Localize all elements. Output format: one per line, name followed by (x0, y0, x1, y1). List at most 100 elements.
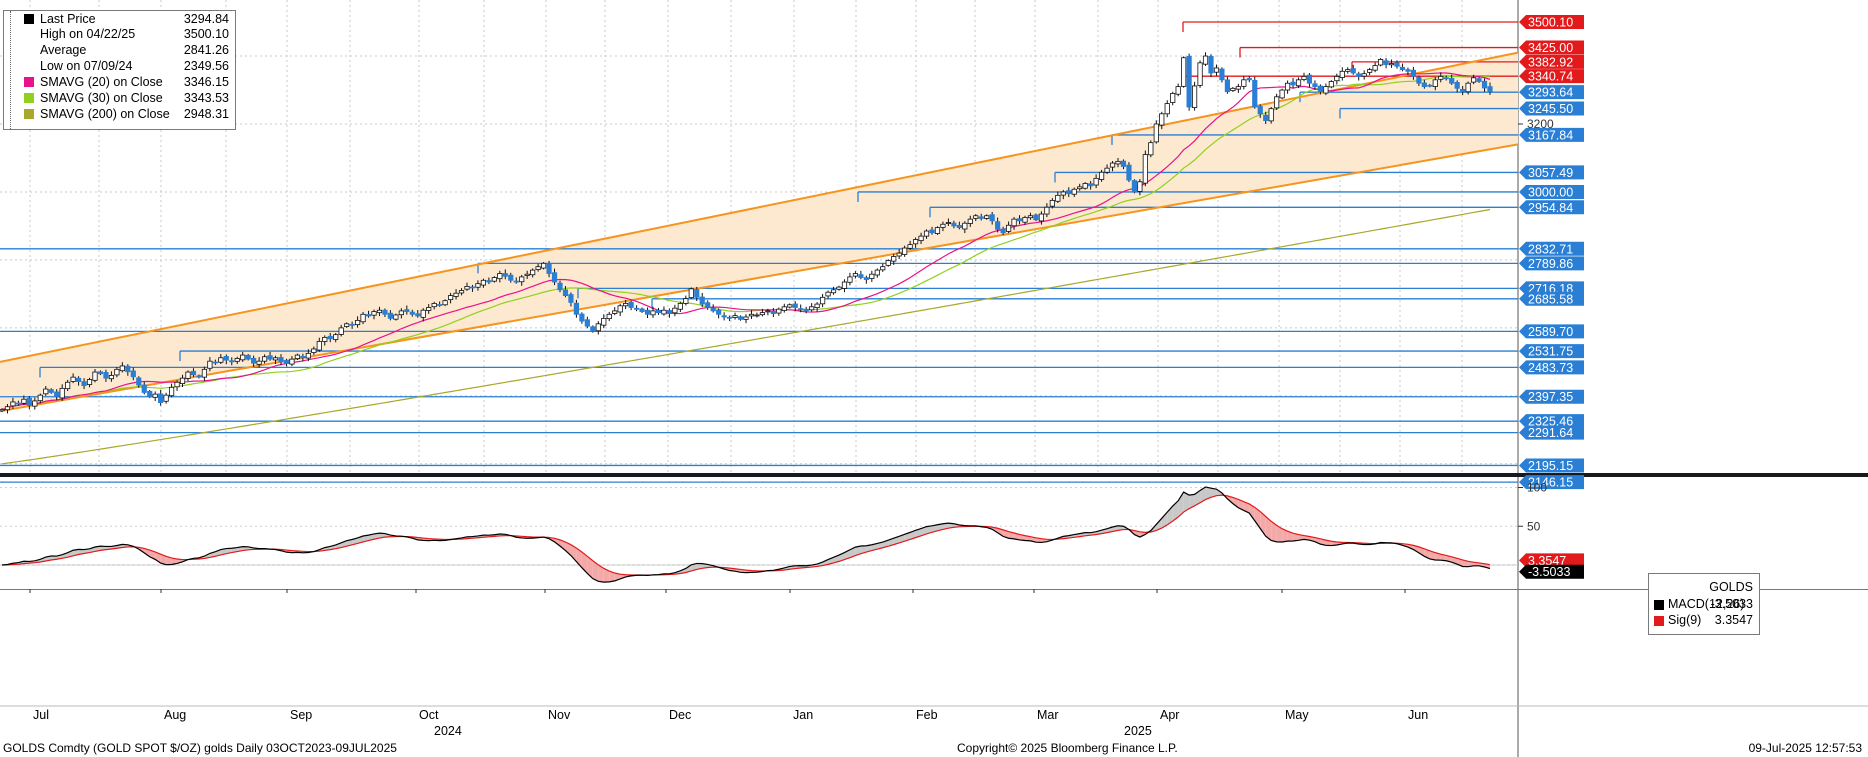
down-candle (1449, 77, 1455, 84)
up-candle (1159, 113, 1165, 126)
level-tag-label: 3382.92 (1528, 55, 1573, 69)
up-candle (1191, 85, 1198, 108)
down-candle (409, 311, 415, 315)
macd-legend-label: MACD(12,26) (1668, 597, 1745, 611)
up-candle (819, 296, 826, 305)
up-candle (880, 266, 886, 271)
down-candle (633, 307, 640, 310)
sma200-swatch (24, 109, 34, 119)
level-tag-label: 2685.58 (1528, 292, 1573, 306)
macd-tag-label: -3.5033 (1528, 565, 1570, 579)
down-candle (1306, 74, 1313, 84)
up-candle (1334, 76, 1340, 82)
level-tag: 2832.71 (1519, 241, 1584, 256)
down-candle (590, 326, 596, 332)
level-tag-label: 3167.84 (1528, 128, 1573, 142)
down-candle (568, 294, 574, 303)
macd-histogram-band (1178, 492, 1184, 518)
macd-histogram-band (171, 557, 178, 565)
level-tag-shape (1519, 127, 1584, 142)
up-candle (885, 260, 891, 266)
macd-histogram-band (1413, 545, 1419, 553)
down-candle (1421, 82, 1427, 88)
up-candle (1339, 70, 1345, 78)
month-label: May (1285, 708, 1309, 722)
up-candle (207, 360, 213, 369)
macd-histogram-band (877, 542, 883, 550)
legend-row-average: Average 2841.26 (4, 42, 229, 58)
macd-histogram-band (592, 560, 599, 582)
macd-histogram-band (67, 550, 74, 558)
up-candle (830, 289, 837, 294)
macd-histogram-band (1172, 500, 1179, 522)
macd-histogram-band (1134, 530, 1140, 538)
up-candle (617, 305, 623, 313)
legend-value: 3294.84 (183, 12, 229, 26)
down-candle (792, 303, 798, 308)
price-legend: Last Price 3294.84 High on 04/22/25 3500… (3, 10, 236, 130)
up-candle (743, 316, 749, 320)
level-tag: 2589.70 (1519, 324, 1584, 339)
level-tag-label: 2146.15 (1528, 476, 1573, 490)
down-candle (486, 280, 492, 283)
legend-label: SMAVG (200) on Close (40, 107, 170, 121)
macd-tag: -3.5033 (1519, 564, 1584, 579)
up-candle (322, 336, 328, 342)
up-candle (918, 235, 924, 242)
up-candle (841, 281, 848, 289)
down-candle (1427, 84, 1433, 87)
up-candle (825, 291, 831, 297)
legend-label: Last Price (40, 12, 96, 26)
macd-histogram-band (932, 524, 938, 533)
down-candle (929, 229, 935, 234)
macd-histogram-band (1008, 531, 1015, 539)
down-candle (212, 361, 218, 364)
down-candle (130, 370, 136, 378)
level-tag-shape (1519, 458, 1584, 473)
up-candle (289, 358, 295, 365)
up-candle (32, 400, 38, 407)
level-tag-shape (1519, 360, 1584, 375)
macd-histogram-band (915, 528, 922, 538)
up-candle (333, 334, 339, 340)
up-candle (344, 323, 350, 327)
up-candle (1098, 171, 1105, 180)
down-candle (710, 307, 716, 312)
macd-histogram-band (609, 571, 615, 582)
up-candle (519, 276, 525, 283)
down-candle (737, 316, 744, 320)
month-label: Jun (1408, 708, 1428, 722)
level-tag: 2954.84 (1519, 200, 1584, 215)
level-tag-label: 2789.86 (1528, 257, 1573, 271)
signal-legend-value: 3.3547 (1714, 613, 1753, 627)
down-candle (1186, 55, 1192, 108)
legend-value: 2948.31 (183, 107, 229, 121)
macd-histogram-band (363, 535, 369, 542)
macd-histogram-band (1189, 494, 1195, 509)
up-candle (1295, 79, 1302, 87)
up-candle (464, 286, 470, 290)
down-candle (644, 309, 651, 315)
macd-histogram-band (220, 548, 227, 555)
sma20-line (1, 72, 1491, 411)
down-candle (562, 289, 569, 296)
level-tag-label: 3340.74 (1528, 70, 1573, 84)
up-candle (338, 327, 344, 335)
signal-legend-label: Sig(9) (1668, 613, 1702, 627)
panel-divider (0, 473, 1868, 477)
up-candle (1279, 89, 1285, 99)
down-candle (278, 357, 284, 363)
up-candle (234, 358, 240, 362)
up-candle (973, 215, 979, 219)
level-tag-shape (1519, 15, 1584, 30)
macd-histogram-band (1462, 559, 1469, 567)
up-candle (311, 348, 317, 353)
level-tag-shape (1519, 389, 1584, 404)
up-candle (218, 357, 224, 363)
up-candle (1082, 183, 1088, 189)
macd-axis-label: 100 (1527, 481, 1547, 495)
down-candle (978, 216, 984, 219)
macd-histogram-band (1194, 490, 1201, 506)
up-candle (305, 352, 311, 359)
